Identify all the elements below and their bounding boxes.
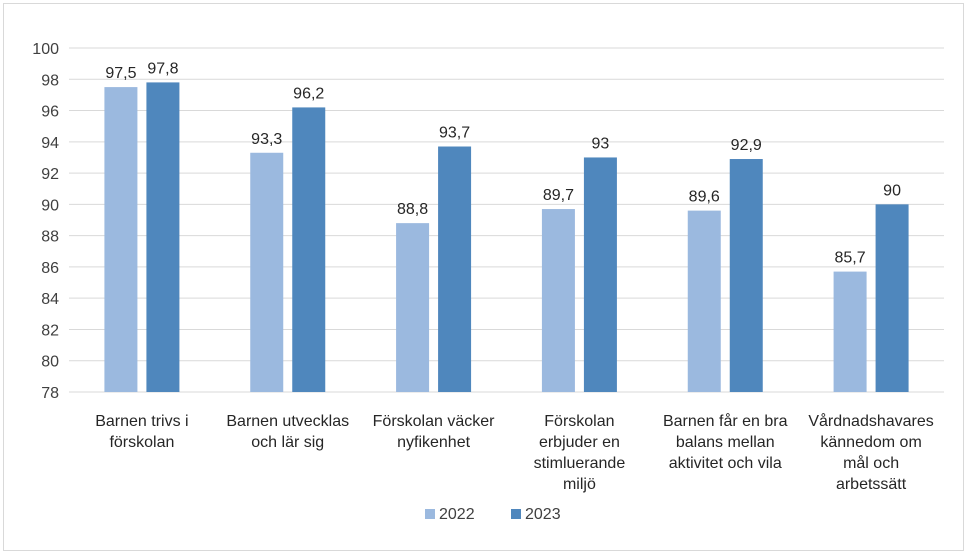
category-label-line: kännedom om [820, 434, 921, 451]
data-label: 97,5 [105, 65, 136, 82]
bar-2022 [250, 152, 284, 392]
category-label: Barnen utvecklas och lär sig [226, 413, 349, 451]
bar-2022 [104, 87, 138, 392]
legend: 2022 2023 [425, 506, 561, 523]
category-label: Förskolan erbjuder en stimluerande miljö [534, 413, 626, 493]
category-label-line: Förskolan [544, 413, 614, 430]
y-tick-label: 98 [41, 72, 59, 89]
category-label-line: Barnen trivs i [95, 413, 188, 430]
bar-2023 [875, 204, 909, 392]
bar-2022 [541, 209, 575, 392]
gridlines [69, 47, 944, 393]
bar-2023 [292, 107, 326, 392]
data-label: 88,8 [397, 201, 428, 218]
category-label-line: aktivitet och vila [669, 455, 782, 472]
legend-label: 2022 [439, 506, 475, 523]
category-label: Barnen får en bra balans mellan aktivitet … [663, 412, 788, 472]
y-tick-label: 96 [41, 104, 59, 121]
legend-swatch-2022 [425, 509, 435, 519]
category-label: Vårdnadshavares kännedom om mål och arbetss… [808, 412, 933, 493]
data-label: 90 [883, 182, 901, 199]
bars [104, 82, 909, 393]
y-tick-label: 92 [41, 166, 59, 183]
bar-2022 [687, 210, 721, 392]
chart-frame: 78 80 82 84 86 88 90 92 94 96 98 100 97,5 93,3 88,8 89… [3, 3, 964, 551]
bar-2022 [396, 223, 430, 392]
data-label: 89,7 [543, 187, 574, 204]
category-label-line: Vårdnadshavares [808, 412, 933, 430]
x-axis-categories: Barnen trivs i förskolan Barnen utvecklas o… [95, 412, 934, 493]
category-label-line: mål och [843, 454, 899, 472]
category-label-line: förskolan [109, 434, 174, 451]
category-label: Förskolan väcker nyfikenhet [373, 413, 495, 451]
bar-chart: 78 80 82 84 86 88 90 92 94 96 98 100 97,5 93,3 88,8 89… [32, 41, 944, 523]
category-label-line: Förskolan väcker [373, 413, 495, 430]
y-axis-ticks: 78 80 82 84 86 88 90 92 94 96 98 100 [32, 41, 59, 402]
bar-2023 [729, 159, 763, 392]
category-label: Barnen trivs i förskolan [95, 413, 188, 451]
y-tick-label: 88 [41, 229, 59, 246]
y-tick-label: 100 [32, 41, 59, 58]
y-tick-label: 78 [41, 385, 59, 402]
legend-swatch-2023 [511, 509, 521, 519]
category-label-line: balans mellan [676, 434, 775, 451]
data-labels: 97,5 93,3 88,8 89,7 89,6 85,7 97,8 96,2 93,7 93 92… [105, 60, 901, 266]
data-label: 92,9 [731, 137, 762, 154]
y-tick-label: 94 [41, 135, 59, 152]
bar-2023 [438, 146, 472, 392]
data-label: 93 [592, 135, 610, 152]
data-label: 93,3 [251, 131, 282, 148]
data-label: 89,6 [689, 189, 720, 206]
bar-2023 [146, 82, 180, 393]
y-tick-label: 82 [41, 322, 59, 339]
bar-2023 [583, 157, 617, 392]
data-label: 97,8 [147, 60, 178, 77]
data-label: 93,7 [439, 125, 470, 142]
y-tick-label: 80 [41, 354, 59, 371]
y-tick-label: 90 [41, 197, 59, 214]
category-label-line: Barnen får en bra [663, 412, 788, 430]
bar-2022 [833, 271, 867, 392]
y-tick-label: 86 [41, 260, 59, 277]
y-tick-label: 84 [41, 291, 59, 308]
data-label: 96,2 [293, 85, 324, 102]
category-label-line: arbetssätt [836, 476, 907, 493]
category-label-line: erbjuder en [539, 434, 620, 451]
category-label-line: Barnen utvecklas [226, 413, 349, 430]
category-label-line: och lär sig [251, 434, 324, 451]
category-label-line: miljö [563, 476, 596, 493]
data-label: 85,7 [835, 250, 866, 267]
category-label-line: nyfikenhet [397, 434, 470, 451]
legend-label: 2023 [525, 506, 561, 523]
category-label-line: stimluerande [534, 455, 626, 472]
